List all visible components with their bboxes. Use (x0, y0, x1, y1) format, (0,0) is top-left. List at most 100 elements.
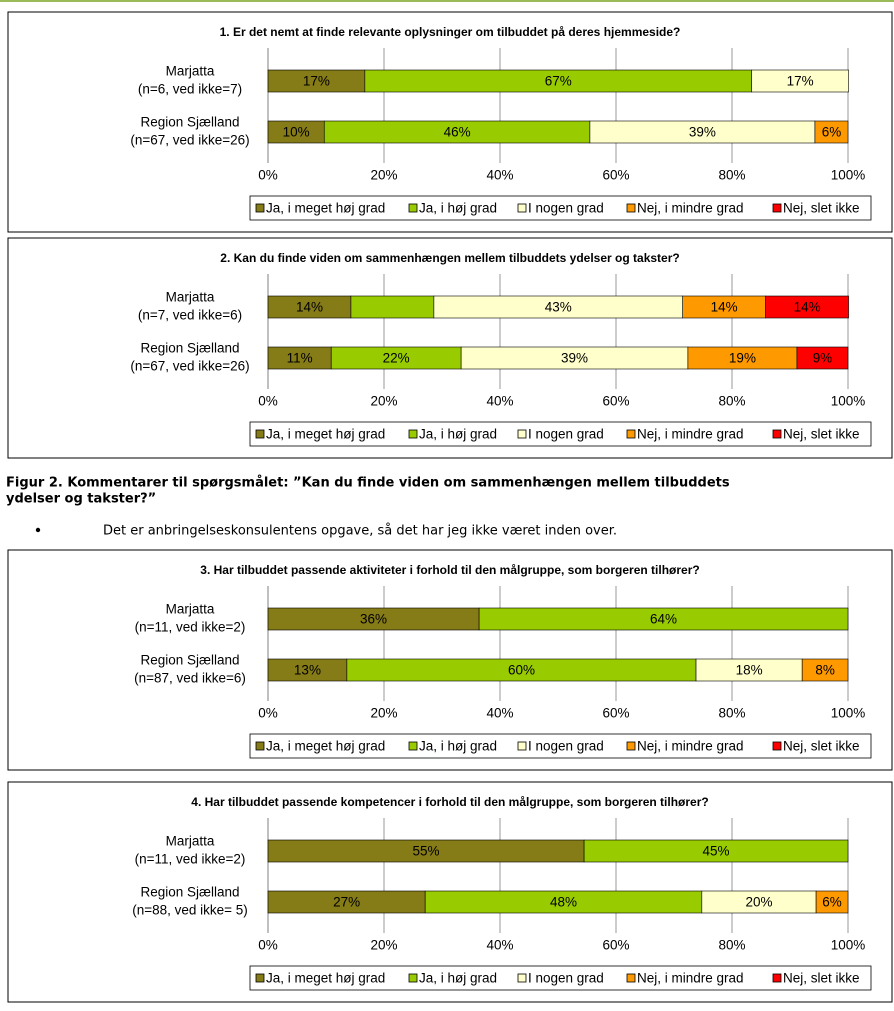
legend-swatch (772, 203, 782, 213)
x-tick-label: 0% (258, 394, 278, 409)
value-label: 19% (729, 351, 756, 366)
caption-line: ydelser og takster?” (6, 492, 156, 507)
legend-frame (249, 421, 872, 447)
category-label: Marjatta (166, 834, 215, 849)
x-tick-label: 40% (486, 706, 513, 721)
legend-label: Ja, i høj grad (419, 427, 497, 442)
value-label: 46% (444, 125, 471, 140)
chart-title: 4. Har tilbuddet passende kompetencer i … (191, 795, 708, 809)
value-label: 17% (303, 74, 330, 89)
value-label: 14% (794, 300, 821, 315)
legend-label: I nogen grad (528, 739, 604, 754)
x-tick-label: 20% (370, 706, 397, 721)
value-label: 55% (413, 844, 440, 859)
legend-swatch (408, 429, 418, 439)
legend-label: Nej, i mindre grad (637, 427, 744, 442)
value-label: 6% (822, 895, 842, 910)
category-label: (n=88, ved ikke= 5) (132, 903, 248, 918)
legend-label: Nej, slet ikke (783, 427, 860, 442)
bar-segment (815, 890, 849, 914)
x-tick-label: 0% (258, 938, 278, 953)
category-label: (n=67, ved ikke=26) (130, 359, 249, 374)
x-tick-label: 100% (831, 394, 866, 409)
legend-label: Ja, i meget høj grad (266, 201, 385, 216)
legend-frame (249, 965, 872, 991)
x-tick-label: 20% (370, 938, 397, 953)
category-label: Region Sjælland (140, 653, 239, 668)
x-tick-label: 20% (370, 394, 397, 409)
value-label: 39% (561, 351, 588, 366)
bar-segment (478, 607, 849, 631)
legend-label: Ja, i høj grad (419, 201, 497, 216)
value-label: 14% (296, 300, 323, 315)
legend-frame (249, 733, 872, 759)
bullet-text: Det er anbringelseskonsulentens opgave, … (103, 524, 617, 539)
legend-swatch (255, 429, 265, 439)
value-label: 67% (545, 74, 572, 89)
x-tick-label: 80% (718, 706, 745, 721)
legend-label: Nej, i mindre grad (637, 971, 744, 986)
x-tick-label: 100% (831, 168, 866, 183)
x-tick-label: 20% (370, 168, 397, 183)
x-tick-label: 0% (258, 168, 278, 183)
value-label: 39% (689, 125, 716, 140)
x-tick-label: 40% (486, 394, 513, 409)
legend-swatch (772, 741, 782, 751)
value-label: 18% (736, 663, 763, 678)
value-label: 6% (822, 125, 842, 140)
legend-label: Ja, i meget høj grad (266, 427, 385, 442)
value-label: 13% (294, 663, 321, 678)
legend-swatch (626, 203, 636, 213)
legend-swatch (255, 741, 265, 751)
legend-swatch (255, 973, 265, 983)
bullet-dot (35, 527, 41, 533)
legend-label: I nogen grad (528, 971, 604, 986)
x-tick-label: 80% (718, 938, 745, 953)
value-label: 36% (360, 612, 387, 627)
chart-title: 3. Har tilbuddet passende aktiviteter i … (200, 563, 699, 577)
value-label: 8% (815, 663, 835, 678)
legend-swatch (772, 429, 782, 439)
legend-label: Ja, i høj grad (419, 739, 497, 754)
value-label: 43% (545, 300, 572, 315)
legend-swatch (517, 429, 527, 439)
x-tick-label: 100% (831, 706, 866, 721)
category-label: (n=67, ved ikke=26) (130, 133, 249, 148)
legend-label: Nej, slet ikke (783, 739, 860, 754)
category-label: Marjatta (166, 602, 215, 617)
legend-label: Nej, i mindre grad (637, 201, 744, 216)
bar-segment (765, 295, 849, 319)
bar-segment (801, 658, 849, 682)
x-tick-label: 40% (486, 938, 513, 953)
legend-swatch (255, 203, 265, 213)
legend-label: Nej, slet ikke (783, 971, 860, 986)
legend-label: I nogen grad (528, 201, 604, 216)
legend-label: I nogen grad (528, 427, 604, 442)
bar-segment (814, 120, 849, 144)
legend-swatch (626, 741, 636, 751)
category-label: Region Sjælland (140, 885, 239, 900)
value-label: 14% (711, 300, 738, 315)
category-label: (n=87, ved ikke=6) (134, 671, 246, 686)
legend-frame (249, 195, 872, 221)
legend-label: Nej, i mindre grad (637, 739, 744, 754)
x-tick-label: 100% (831, 938, 866, 953)
x-tick-label: 60% (602, 394, 629, 409)
category-label: Marjatta (166, 290, 215, 305)
value-label: 22% (383, 351, 410, 366)
legend-swatch (626, 973, 636, 983)
x-tick-label: 40% (486, 168, 513, 183)
x-tick-label: 60% (602, 938, 629, 953)
x-tick-label: 0% (258, 706, 278, 721)
bar-segment (583, 839, 849, 863)
value-label: 20% (745, 895, 772, 910)
legend-swatch (517, 203, 527, 213)
bar-segment (751, 69, 849, 93)
legend-swatch (517, 741, 527, 751)
legend-swatch (517, 973, 527, 983)
legend-swatch (408, 973, 418, 983)
x-tick-label: 60% (602, 168, 629, 183)
x-tick-label: 80% (718, 394, 745, 409)
value-label: 60% (508, 663, 535, 678)
